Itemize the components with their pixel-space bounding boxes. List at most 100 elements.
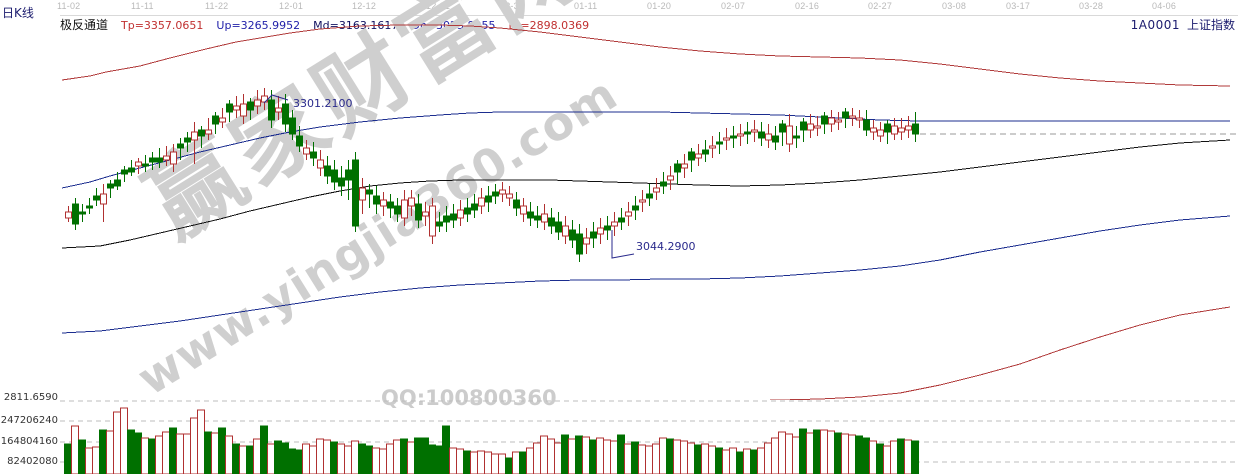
volume-plot [60, 400, 1238, 474]
candlestick [289, 110, 296, 140]
volume-bar [673, 439, 681, 474]
volume-bar [659, 437, 667, 474]
candlestick [149, 152, 156, 170]
candlestick [912, 112, 919, 142]
candlestick [898, 118, 905, 140]
candlestick [751, 120, 758, 142]
volume-bar [435, 445, 443, 474]
candlestick [310, 142, 317, 166]
candlestick [716, 132, 723, 154]
candlestick [233, 96, 240, 118]
volume-bar [554, 442, 562, 474]
volume-bar [869, 440, 877, 474]
volume-bar [456, 448, 464, 474]
volume-bar [407, 441, 415, 474]
candlestick [534, 206, 541, 228]
volume-bar [71, 425, 79, 474]
price-callout: 3044.2900 [636, 240, 696, 253]
candlestick [387, 194, 394, 218]
volume-bar [778, 431, 786, 474]
symbol-name: 上证指数 [1186, 18, 1235, 32]
date-tick: 03-08 [942, 1, 967, 11]
candlestick [639, 190, 646, 212]
volume-bar [281, 442, 289, 474]
volume-bar [477, 450, 485, 474]
volume-bar [820, 429, 828, 474]
candlestick [275, 96, 282, 120]
candlestick [86, 198, 93, 214]
date-tick: 12-30 [500, 1, 525, 11]
volume-axis-tick: 164804160 [0, 436, 58, 447]
volume-bar [589, 439, 597, 474]
candlestick [492, 184, 499, 204]
volume-bar [771, 437, 779, 474]
candlestick [457, 200, 464, 226]
candlestick [541, 204, 548, 230]
date-tick: 01-20 [647, 1, 672, 11]
volume-bar [813, 429, 821, 474]
volume-bar [750, 449, 758, 474]
volume-panel[interactable] [0, 392, 1238, 474]
callout-leader-high [263, 94, 289, 104]
price-callout: 3301.2100 [293, 97, 353, 110]
symbol-readout: 1A0001 上证指数 [1131, 16, 1235, 33]
indicator-value-list: Tp=3357.0651 Up=3265.9952 Md=3163.1617 Dn=3… [108, 19, 590, 32]
volume-bar [106, 430, 114, 474]
candlestick [198, 126, 205, 148]
indicator-readout: 极反通道 Tp=3357.0651 Up=3265.9952 Md=3163.1617… [60, 16, 590, 32]
volume-bar [890, 440, 898, 474]
volume-bar [344, 445, 352, 474]
volume-bar [603, 439, 611, 474]
volume-bar [267, 443, 275, 474]
candlestick [793, 126, 800, 148]
volume-bar [680, 440, 688, 474]
candlestick [317, 150, 324, 176]
volume-bar [183, 433, 191, 474]
volume-bar [470, 451, 478, 474]
volume-bar [393, 439, 401, 474]
volume-bar [883, 445, 891, 474]
volume-bar [204, 431, 212, 474]
candlestick [835, 112, 842, 130]
date-tick: 12-12 [352, 1, 377, 11]
kline-period-label[interactable]: 日K线 [2, 6, 34, 20]
date-tick: 04-06 [1152, 1, 1177, 11]
volume-bar [239, 445, 247, 474]
candlestick [156, 148, 163, 168]
volume-bar [841, 433, 849, 474]
candlestick [744, 122, 751, 144]
indicator-bt: Bt=2898.0369 [508, 19, 590, 32]
candlestick [842, 108, 849, 128]
band-line-bt [759, 306, 1231, 400]
volume-bar [120, 407, 128, 474]
candlestick [226, 100, 233, 122]
volume-bar [876, 443, 884, 474]
candlestick [653, 178, 660, 200]
volume-bar [351, 440, 359, 474]
volume-bar [547, 438, 555, 474]
candlestick [786, 114, 793, 152]
volume-bar [176, 433, 184, 474]
candlestick [709, 136, 716, 158]
candlestick [331, 160, 338, 190]
volume-bar [848, 434, 856, 474]
volume-bar [652, 443, 660, 474]
volume-bar [862, 437, 870, 474]
volume-bar [575, 435, 583, 474]
candlestick [247, 98, 254, 120]
volume-bar [624, 443, 632, 474]
volume-bar [666, 438, 674, 474]
volume-bar [729, 447, 737, 474]
volume-bar [274, 440, 282, 474]
price-panel[interactable] [0, 16, 1238, 400]
volume-axis-tick: 247206240 [0, 415, 58, 426]
candlestick [296, 126, 303, 152]
volume-bar [834, 432, 842, 474]
candlestick [170, 144, 177, 172]
volume-bar [792, 436, 800, 474]
candlestick [702, 140, 709, 162]
candlestick [688, 148, 695, 172]
volume-bar [855, 435, 863, 474]
volume-bar [785, 433, 793, 474]
candlestick [807, 114, 814, 138]
